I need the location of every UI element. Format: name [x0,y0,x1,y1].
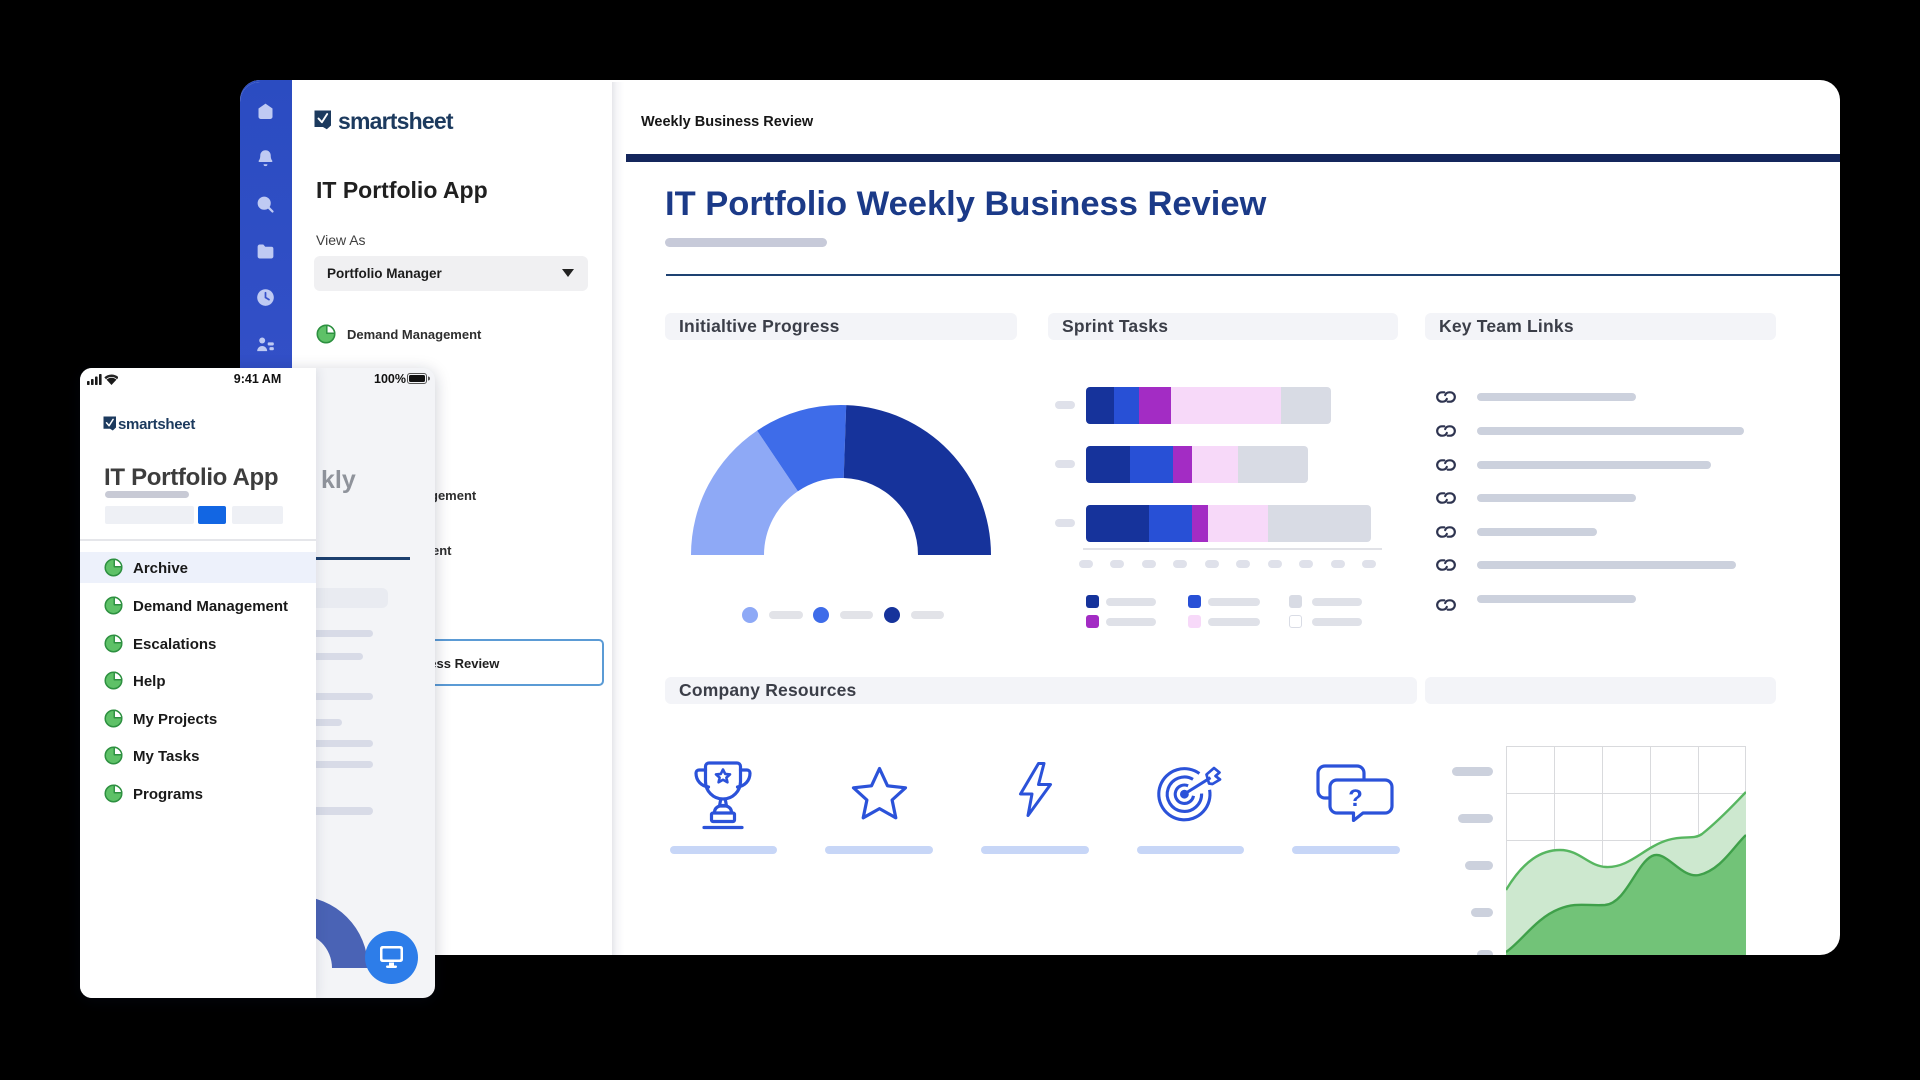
svg-text:?: ? [1348,785,1363,812]
svg-text:smartsheet: smartsheet [118,416,195,433]
svg-text:smartsheet: smartsheet [338,110,454,134]
